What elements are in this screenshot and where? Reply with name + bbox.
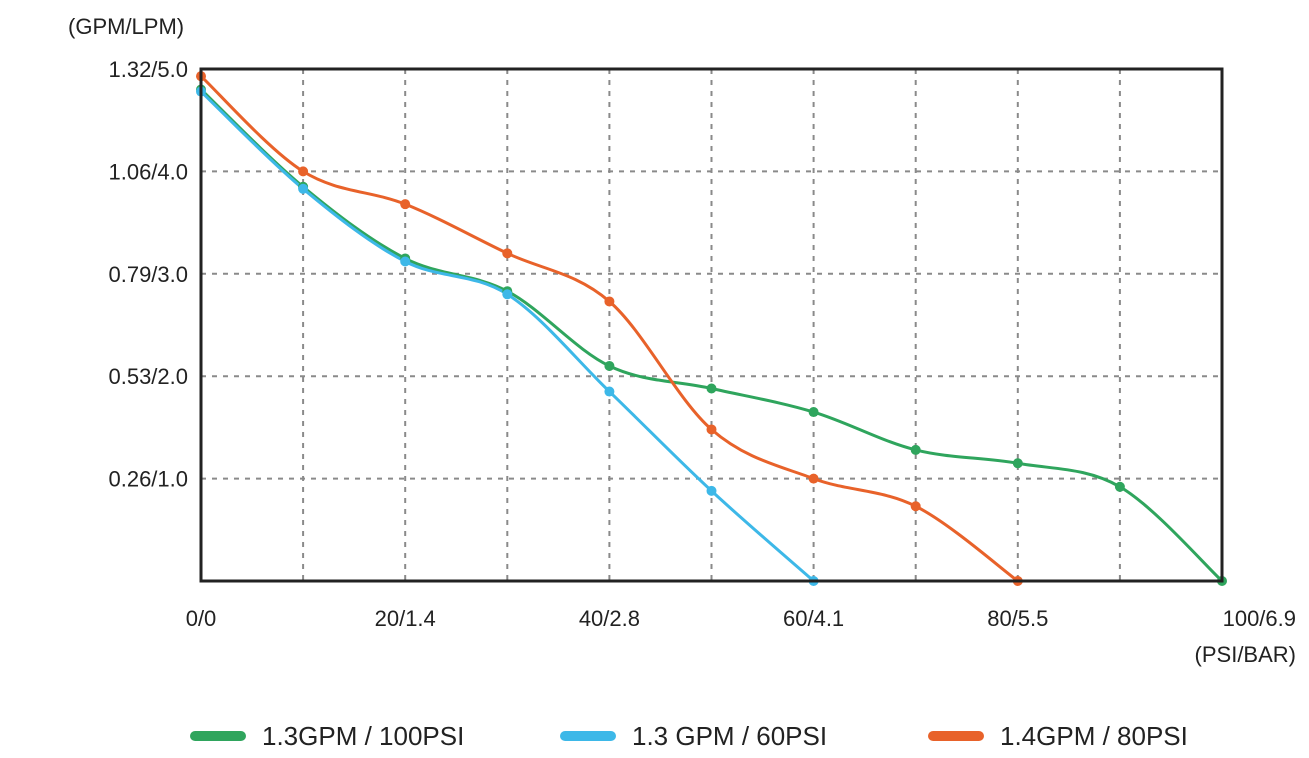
x-axis-unit-label: (PSI/BAR) [1195,642,1296,667]
legend-label-60psi: 1.3 GPM / 60PSI [632,720,828,751]
x-tick-label: 0/0 [186,606,217,631]
data-point-1-4gpm-80psi [808,473,819,484]
data-point-1-3-gpm-60psi [298,183,309,194]
data-point-1-4gpm-80psi [706,424,717,435]
legend-swatch-80psi [928,731,984,741]
data-point-1-4gpm-80psi [400,199,411,210]
x-tick-label: 80/5.5 [987,606,1048,631]
x-tick-label: 20/1.4 [375,606,436,631]
data-point-1-4gpm-80psi [502,248,513,259]
y-tick-label: 0.53/2.0 [108,364,188,389]
data-point-1-3gpm-100psi [808,407,819,418]
x-tick-labels: 0/0 20/1.4 40/2.8 60/4.1 80/5.5 100/6.9 [186,606,1296,631]
x-tick-label: 100/6.9 [1223,606,1296,631]
y-tick-label: 0.26/1.0 [108,467,188,492]
chart-legend: 1.3GPM / 100PSI 1.3 GPM / 60PSI 1.4GPM /… [0,714,1309,758]
legend-item-80psi: 1.4GPM / 80PSI [928,714,1188,758]
y-tick-label: 0.79/3.0 [108,262,188,287]
y-tick-label: 1.32/5.0 [108,57,188,82]
y-axis-unit-label: (GPM/LPM) [68,14,184,39]
data-point-1-3gpm-100psi [1012,458,1023,469]
plot-area-frame [199,67,1224,583]
legend-item-60psi: 1.3 GPM / 60PSI [560,714,827,758]
data-point-1-3gpm-100psi [604,360,615,371]
data-point-1-4gpm-80psi [910,501,921,512]
flow-pressure-chart: (GPM/LPM) 1.32/5.0 1.06/4.0 0.79/3.0 0.53/2… [68,14,1296,667]
legend-swatch-60psi [560,731,616,741]
legend-swatch-100psi [190,731,246,741]
data-point-1-4gpm-80psi [604,296,615,307]
x-tick-label: 40/2.8 [579,606,640,631]
legend-label-80psi: 1.4GPM / 80PSI [1000,720,1188,751]
chart-grid [201,69,1222,581]
chart-series [199,74,1224,583]
x-tick-label: 60/4.1 [783,606,844,631]
data-point-1-4gpm-80psi [298,166,309,177]
data-point-1-3gpm-100psi [706,383,717,394]
series-line-1-4gpm-80psi [199,74,1020,583]
y-tick-label: 1.06/4.0 [108,159,188,184]
data-point-1-3gpm-100psi [910,444,921,455]
y-tick-labels: 1.32/5.0 1.06/4.0 0.79/3.0 0.53/2.0 0.26/1.0 [108,57,188,492]
data-point-1-3-gpm-60psi [706,485,717,496]
data-point-1-3gpm-100psi [1114,481,1125,492]
legend-item-100psi: 1.3GPM / 100PSI [190,714,464,758]
legend-label-100psi: 1.3GPM / 100PSI [262,720,465,751]
data-point-1-3-gpm-60psi [604,386,615,397]
data-point-1-3-gpm-60psi [502,289,513,300]
data-point-1-3-gpm-60psi [400,256,411,267]
